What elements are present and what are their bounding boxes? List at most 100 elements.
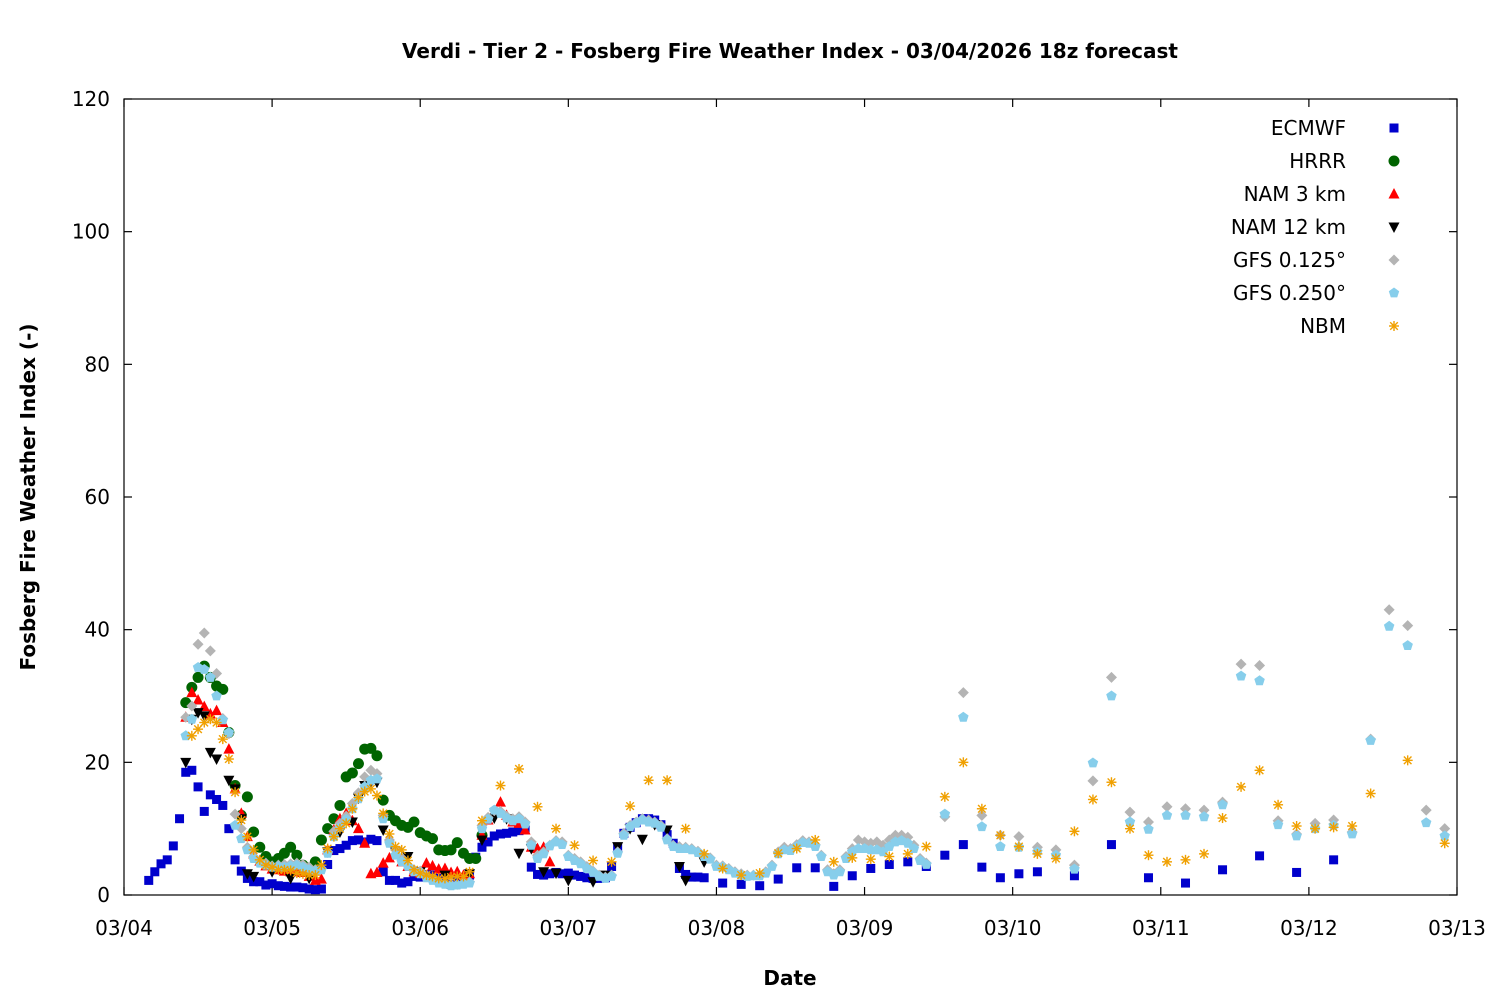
data-point xyxy=(384,828,395,839)
y-axis-label: Fosberg Fire Weather Index (-) xyxy=(16,323,40,670)
data-point xyxy=(477,842,487,852)
data-point xyxy=(291,849,303,861)
data-point xyxy=(1365,734,1376,745)
data-point xyxy=(995,830,1006,841)
data-point xyxy=(1143,873,1153,883)
data-point xyxy=(230,855,240,865)
data-point xyxy=(1347,821,1358,832)
data-point xyxy=(1329,855,1339,865)
data-point xyxy=(470,853,482,865)
data-point xyxy=(1328,822,1339,833)
data-point xyxy=(847,852,858,863)
data-point xyxy=(352,822,364,834)
data-point xyxy=(1198,811,1210,822)
data-point xyxy=(1198,804,1210,816)
data-point xyxy=(223,727,235,737)
data-point xyxy=(1217,799,1228,810)
data-point xyxy=(371,750,383,762)
data-point xyxy=(1255,851,1265,861)
data-point xyxy=(495,829,505,839)
data-point xyxy=(828,856,839,867)
data-point xyxy=(371,773,383,784)
legend-label: NBM xyxy=(1300,314,1346,338)
data-point xyxy=(557,869,567,879)
legend-marker xyxy=(1388,155,1400,167)
data-point xyxy=(1032,867,1042,877)
legend-label: NAM 3 km xyxy=(1244,182,1346,206)
data-point xyxy=(1291,821,1302,832)
data-point xyxy=(673,861,685,873)
y-tick-label: 40 xyxy=(85,618,110,642)
data-point xyxy=(636,834,648,846)
data-point xyxy=(181,767,191,777)
data-point xyxy=(526,839,537,850)
data-point xyxy=(218,800,228,810)
data-point xyxy=(773,874,783,884)
data-point xyxy=(334,799,346,811)
data-point xyxy=(255,877,265,887)
data-point xyxy=(514,763,525,774)
data-point xyxy=(588,855,599,866)
data-point xyxy=(1218,865,1228,875)
data-point xyxy=(223,743,235,754)
data-point xyxy=(513,813,525,824)
data-point xyxy=(791,843,802,854)
x-tick-label: 03/07 xyxy=(540,916,598,940)
data-point xyxy=(699,873,709,883)
data-point xyxy=(365,783,376,794)
legend-marker xyxy=(1389,321,1399,331)
data-point xyxy=(205,714,216,725)
data-point xyxy=(582,873,592,883)
data-point xyxy=(570,870,580,880)
data-point xyxy=(323,859,333,869)
data-point xyxy=(198,627,210,639)
data-point xyxy=(199,806,209,816)
data-point xyxy=(687,872,697,882)
data-point xyxy=(1254,765,1265,776)
data-point xyxy=(341,840,351,850)
data-point xyxy=(563,868,573,878)
data-point xyxy=(476,815,487,826)
x-axis-label: Date xyxy=(763,966,816,990)
data-point xyxy=(346,767,358,779)
data-point xyxy=(1087,757,1099,768)
data-point xyxy=(1291,830,1302,841)
data-point xyxy=(223,754,234,765)
data-point xyxy=(576,871,586,881)
data-point xyxy=(352,758,364,770)
data-point xyxy=(1402,755,1413,766)
data-points xyxy=(144,604,1451,895)
data-point xyxy=(1143,850,1154,861)
data-point xyxy=(903,857,913,867)
data-point xyxy=(217,734,228,745)
data-point xyxy=(427,859,439,871)
data-point xyxy=(1439,823,1451,835)
data-point xyxy=(1180,803,1192,815)
data-point xyxy=(409,871,419,881)
data-point xyxy=(1421,817,1432,828)
data-point xyxy=(204,747,216,759)
data-point xyxy=(186,686,198,698)
y-tick-label: 60 xyxy=(85,485,110,509)
data-point xyxy=(383,851,395,863)
data-point xyxy=(1254,675,1265,686)
data-point xyxy=(162,855,172,865)
data-point xyxy=(544,855,556,867)
data-point xyxy=(643,775,654,786)
data-point xyxy=(315,873,327,884)
data-point xyxy=(192,693,204,705)
data-point xyxy=(494,796,506,807)
data-point xyxy=(241,869,253,880)
data-point xyxy=(267,879,277,889)
data-point xyxy=(618,829,630,840)
data-point xyxy=(298,883,308,893)
legend-label: GFS 0.250° xyxy=(1233,281,1346,305)
data-point xyxy=(186,730,197,741)
data-point xyxy=(502,828,512,838)
data-point xyxy=(866,863,876,873)
data-point xyxy=(217,683,229,695)
x-tick-label: 03/09 xyxy=(836,916,894,940)
data-point xyxy=(1013,841,1024,852)
data-point xyxy=(316,884,326,894)
